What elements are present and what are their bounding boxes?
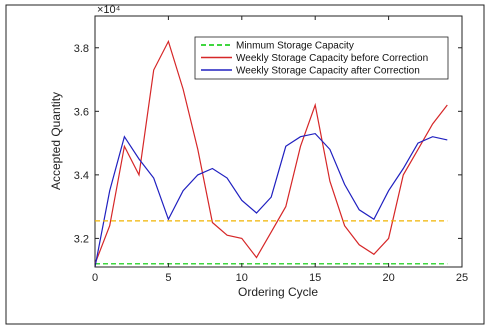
legend-entry-label: Minmum Storage Capacity bbox=[236, 41, 354, 52]
legend-entry-label: Weekly Storage Capacity before Correctio… bbox=[236, 53, 428, 64]
x-tick-label: 10 bbox=[236, 272, 248, 284]
x-axis-ticks: 0 5 10 15 20 25 bbox=[92, 16, 468, 284]
y-axis-ticks: 3.2 3.4 3.6 3.8 bbox=[74, 43, 462, 245]
x-tick-label: 25 bbox=[456, 272, 468, 284]
series-lines bbox=[94, 39, 448, 268]
y-axis-label: Accepted Quantity bbox=[49, 92, 63, 190]
x-tick-label: 15 bbox=[309, 272, 321, 284]
x-tick-label: 0 bbox=[92, 272, 98, 284]
y-tick-label: 3.2 bbox=[74, 233, 89, 245]
series-line-1 bbox=[94, 39, 448, 265]
y-tick-label: 3.8 bbox=[74, 43, 89, 55]
x-axis-label: Ordering Cycle bbox=[238, 285, 318, 299]
x-tick-label: 20 bbox=[382, 272, 394, 284]
x-tick-label: 5 bbox=[165, 272, 171, 284]
legend-box bbox=[194, 36, 449, 80]
y-exponent-label: ×10⁴ bbox=[97, 4, 121, 16]
y-tick-label: 3.4 bbox=[74, 170, 89, 182]
series-line-2 bbox=[94, 132, 448, 268]
legend-entry-label: Weekly Storage Capacity after Correction bbox=[236, 66, 420, 77]
y-tick-label: 3.6 bbox=[74, 106, 89, 118]
